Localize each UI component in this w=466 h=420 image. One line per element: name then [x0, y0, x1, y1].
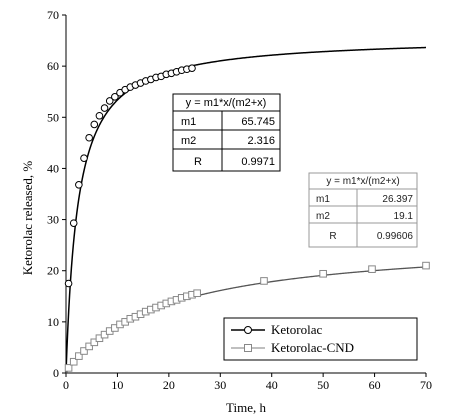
fit-table-2-r-label: R — [329, 231, 336, 242]
x-tick-label: 20 — [163, 378, 175, 392]
fit-table-1-m2-label: m2 — [181, 135, 196, 147]
fit-table-2-m1-value: 26.397 — [382, 194, 413, 205]
point-ketorolac — [111, 93, 119, 101]
point-ketorolac — [188, 64, 196, 72]
point-ketorolac-cnd — [64, 364, 73, 372]
x-tick-label: 50 — [317, 378, 329, 392]
y-tick-label: 0 — [53, 366, 59, 380]
fit-table-2-m2-label: m2 — [316, 211, 330, 222]
point-ketorolac-cnd — [319, 269, 327, 278]
fit-table-1-r-label: R — [194, 156, 202, 168]
legend-frame — [223, 317, 418, 361]
x-tick-label: 30 — [214, 378, 226, 392]
legend: Ketorolac Ketorolac-CND — [223, 317, 418, 361]
fit-table-1-frame — [172, 93, 281, 172]
point-ketorolac-cnd — [90, 338, 99, 347]
ticks: 0 10 20 30 40 50 60 70 0 10 20 30 40 50 60 70 — [47, 8, 432, 392]
point-ketorolac-cnd — [422, 261, 430, 270]
point-ketorolac-cnd — [75, 352, 83, 360]
data-points — [64, 64, 430, 372]
point-ketorolac-cnd — [85, 342, 93, 351]
point-ketorolac-cnd — [80, 347, 88, 355]
fit-table-1-m1-label: m1 — [181, 116, 196, 128]
y-tick-label: 10 — [47, 315, 59, 329]
point-ketorolac — [64, 279, 73, 288]
y-tick-label: 60 — [47, 59, 59, 73]
point-ketorolac-cnd — [193, 289, 201, 298]
axes — [65, 15, 426, 374]
fit-table-1-m1-value: 65.745 — [241, 116, 275, 128]
y-tick-label: 70 — [47, 8, 59, 22]
x-axis-label: Time, h — [226, 400, 266, 415]
y-tick-label: 40 — [47, 161, 59, 175]
fit-table-1-r-value: 0.9971 — [241, 156, 275, 168]
x-tick-label: 0 — [63, 378, 69, 392]
legend-label-ketorolac-cnd: Ketorolac-CND — [271, 340, 354, 355]
point-ketorolac-cnd — [260, 277, 268, 285]
fit-table-1-m2-value: 2.316 — [247, 135, 275, 147]
y-axis-label: Ketorolac released, % — [20, 161, 35, 276]
x-tick-label: 60 — [369, 378, 381, 392]
point-ketorolac — [105, 97, 114, 105]
x-tick-label: 10 — [111, 378, 123, 392]
point-ketorolac — [85, 133, 93, 142]
point-ketorolac — [69, 219, 78, 227]
x-tick-label: 40 — [266, 378, 278, 392]
fit-table-ketorolac-cnd: y = m1*x/(m2+x) m1 26.397 m2 19.1 R 0.99… — [308, 172, 418, 248]
point-ketorolac — [95, 111, 104, 120]
legend-marker-ketorolac-cnd — [244, 344, 252, 352]
fit-table-2-frame — [308, 172, 418, 248]
legend-marker-ketorolac — [244, 326, 252, 334]
fit-table-2-m1-label: m1 — [316, 194, 330, 205]
point-ketorolac-cnd — [368, 265, 376, 273]
fit-table-ketorolac: y = m1*x/(m2+x) m1 65.745 m2 2.316 R 0.9… — [172, 93, 281, 172]
point-ketorolac — [90, 120, 99, 129]
fit-table-1-equation: y = m1*x/(m2+x) — [186, 97, 267, 109]
y-tick-label: 30 — [47, 213, 59, 227]
point-ketorolac — [80, 154, 88, 162]
y-tick-label: 20 — [47, 264, 59, 278]
y-tick-label: 50 — [47, 110, 59, 124]
legend-label-ketorolac: Ketorolac — [271, 322, 322, 337]
fit-table-2-equation: y = m1*x/(m2+x) — [326, 176, 399, 187]
point-ketorolac — [100, 104, 109, 112]
point-ketorolac — [75, 180, 83, 189]
point-ketorolac-cnd — [69, 357, 78, 366]
fit-table-2-r-value: 0.99606 — [377, 231, 414, 242]
fit-table-2-m2-value: 19.1 — [394, 211, 414, 222]
x-tick-label: 70 — [420, 378, 432, 392]
